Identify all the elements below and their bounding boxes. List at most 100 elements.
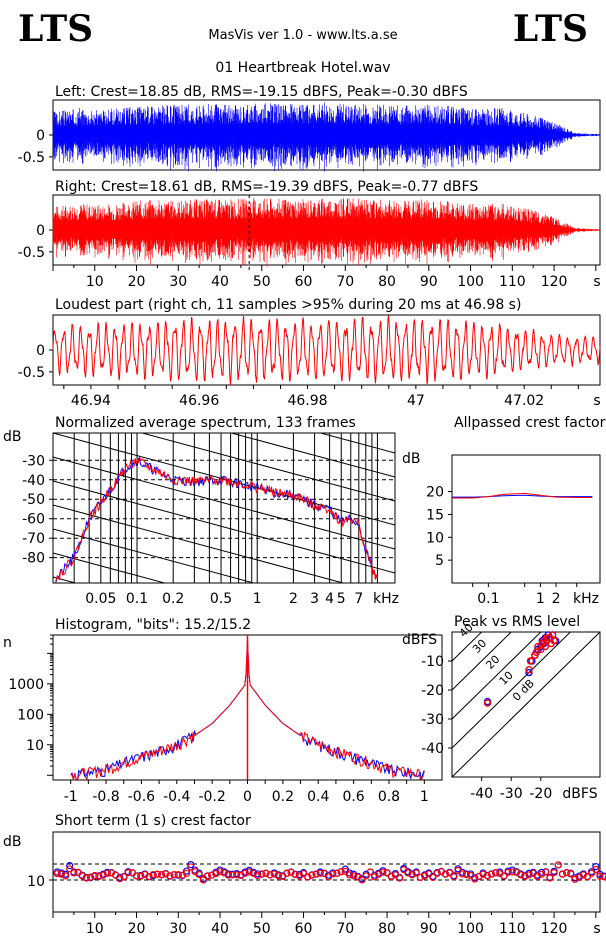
short_term_crest-point: [137, 872, 145, 880]
loudest_part-ytick-label: -0.5: [18, 365, 45, 381]
short_term_crest-point: [82, 874, 91, 882]
avg_spectrum-series: [54, 457, 378, 583]
peak_vs_rms-crest-line: [452, 632, 542, 720]
short_term_crest-point: [567, 870, 575, 878]
short_term_crest-point: [550, 869, 558, 877]
short_term_crest-frame: [52, 831, 601, 913]
short_term_crest-point: [404, 869, 412, 877]
avg_spectrum-xtick-label: 0.2: [162, 591, 184, 607]
short_term_crest-point: [462, 870, 470, 879]
short_term_crest-xtick-label: 80: [378, 921, 396, 937]
short_term_crest-point: [187, 861, 195, 869]
short_term_crest-point: [86, 873, 95, 881]
short_term_crest-xtick-label: 10: [86, 921, 104, 937]
avg_spectrum-xtick-label: 1: [253, 591, 262, 607]
logo-left: LTS: [18, 8, 94, 50]
loudest_part-xtick-label: 47: [407, 393, 425, 409]
short_term_crest-point: [70, 869, 78, 877]
peak_vs_rms-point: [541, 642, 549, 651]
allpassed_crest-ytick-label: 20: [426, 485, 444, 501]
short_term_crest-point: [558, 870, 567, 878]
short_term_crest-ylabel: dB: [3, 834, 22, 850]
short_term_crest-point: [183, 869, 191, 877]
short_term_crest-point: [500, 872, 508, 880]
short_term_crest-point: [542, 868, 550, 876]
right_waveform-xtick-label: 110: [499, 274, 526, 290]
right_waveform-xtick-label: 30: [169, 274, 187, 290]
avg_spectrum-pink-line: [53, 504, 345, 583]
short_term_crest-point: [345, 871, 354, 879]
histogram-xtick-label: -1: [64, 789, 78, 805]
peak_vs_rms-crest-label: 30: [470, 637, 489, 656]
short_term_crest-point: [483, 872, 491, 880]
short_term_crest-point: [546, 874, 554, 882]
short_term_crest-point: [366, 868, 374, 876]
right_waveform-xtick-label: 80: [378, 274, 396, 290]
short_term_crest-point: [66, 865, 74, 873]
peak_vs_rms-ytick-label: -10: [421, 654, 444, 670]
short_term_crest-xtick-label: 60: [295, 921, 313, 937]
short_term_crest-point: [57, 870, 65, 878]
avg_spectrum-ytick-label: -40: [22, 473, 45, 489]
short_term_crest-point: [379, 868, 387, 876]
loudest_part-ytick-label: 0: [36, 343, 45, 359]
short_term_crest-point: [458, 870, 466, 878]
right_waveform-ytick-label: 0: [36, 223, 45, 239]
short_term_crest-point: [132, 872, 141, 880]
short_term_crest-point: [61, 872, 70, 880]
right_waveform-xtick-label: 60: [295, 274, 313, 290]
right_waveform-xtick-label: 50: [253, 274, 271, 290]
avg_spectrum-xtick-label: 5: [337, 591, 346, 607]
short_term_crest-point: [145, 872, 153, 881]
avg_spectrum-series: [55, 455, 378, 583]
file-name: 01 Heartbreak Hotel.wav: [215, 60, 390, 76]
avg_spectrum-pink-line: [53, 528, 256, 583]
histogram-xtick-label: -0.8: [92, 789, 119, 805]
short_term_crest-point: [416, 873, 425, 882]
short_term_crest-point: [441, 870, 450, 878]
loudest_part-xtick-label: 46.94: [71, 393, 111, 409]
short_term_crest-point: [383, 869, 391, 877]
avg_spectrum-xtick-label: 2: [289, 591, 298, 607]
histogram-xtick-label: 0: [243, 789, 252, 805]
short_term_crest-xtick-label: 100: [457, 921, 484, 937]
short_term_crest-point: [450, 873, 458, 881]
short_term_crest-point: [95, 872, 103, 881]
allpassed_crest-xtick-label: 2: [552, 591, 561, 607]
peak_vs_rms-crest-label: 20: [483, 653, 502, 672]
short_term_crest-point: [120, 873, 128, 881]
short_term_crest-point: [341, 867, 349, 875]
histogram-ytick-label: 100: [17, 707, 44, 723]
histogram-xtick-label: 0.4: [307, 789, 329, 805]
short_term_crest-xtick-label: 30: [169, 921, 187, 937]
peak_vs_rms-point: [543, 634, 551, 642]
short_term_crest-point: [153, 870, 161, 878]
short_term_crest-point: [162, 870, 170, 878]
peak_vs_rms-xtick-label: -20: [529, 786, 552, 802]
short_term_crest-point: [258, 870, 266, 878]
short_term_crest-point: [203, 872, 212, 880]
short_term_crest-point: [412, 869, 420, 877]
short_term_crest-point: [74, 868, 82, 876]
allpassed_crest-title-top: Allpassed crest factor: [454, 415, 606, 431]
short_term_crest-point: [329, 870, 337, 878]
avg_spectrum-ytick-label: -60: [22, 512, 45, 528]
peak_vs_rms-ylabel: dBFS: [402, 632, 437, 648]
loudest_part-title: Loudest part (right ch, 11 samples >95% …: [55, 297, 521, 313]
right_waveform-xtick-label: 40: [211, 274, 229, 290]
avg_spectrum-xunit: kHz: [373, 591, 399, 607]
short_term_crest-point: [66, 861, 74, 870]
left_waveform-signal: [52, 102, 600, 172]
allpassed_crest-xtick-label: 0.1: [477, 591, 499, 607]
histogram-title: Histogram, "bits": 15.2/15.2: [55, 617, 251, 633]
peak_vs_rms-crest-lines: [452, 632, 600, 777]
peak_vs_rms-point: [525, 668, 533, 677]
short_term_crest-xtick-label: 110: [499, 921, 526, 937]
peak_vs_rms-point: [526, 657, 535, 665]
peak_vs_rms-crest-label: 0 dB: [510, 677, 537, 704]
short_term_crest-point: [233, 871, 241, 879]
avg_spectrum-pink-line: [318, 433, 395, 454]
short_term_crest-point: [588, 869, 596, 877]
peak_vs_rms-crest-line: [452, 632, 483, 662]
short_term_crest-point: [583, 873, 592, 881]
